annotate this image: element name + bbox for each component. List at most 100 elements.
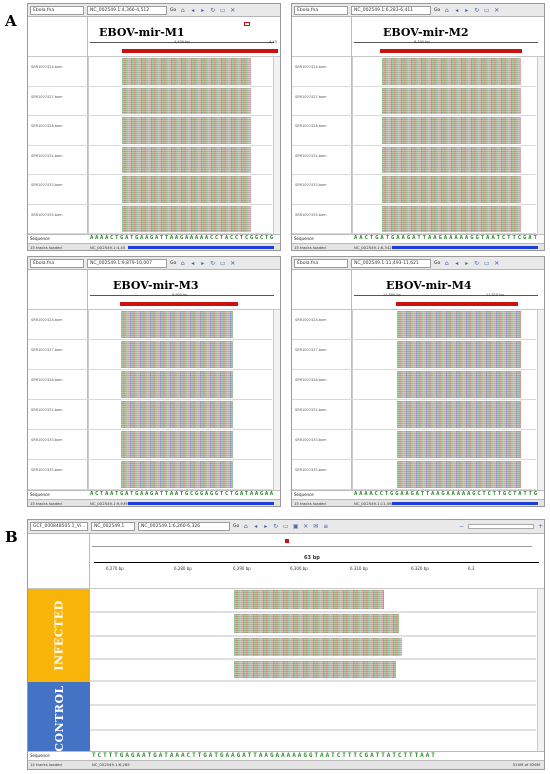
- vertical-scrollbar[interactable]: [537, 660, 544, 682]
- read-pileup: [234, 661, 396, 678]
- roi-icon[interactable]: ▭: [483, 259, 490, 267]
- sample-name: SRR1007435.bam: [295, 212, 327, 217]
- forward-icon[interactable]: ▸: [465, 6, 469, 14]
- locus-input[interactable]: NC_002549.1:4,366-4,512: [87, 5, 167, 15]
- close-icon[interactable]: ✕: [230, 6, 236, 14]
- vertical-scrollbar[interactable]: [273, 310, 280, 490]
- sample-name: SRR1007433.bam: [31, 183, 63, 188]
- alignment-track: [90, 637, 544, 660]
- home-icon[interactable]: ⌂: [444, 259, 449, 267]
- forward-icon[interactable]: ▸: [201, 6, 205, 14]
- go-button[interactable]: Go: [434, 260, 441, 266]
- resize-icon[interactable]: ▣: [292, 523, 299, 530]
- comment-icon[interactable]: ✉: [313, 523, 319, 530]
- vertical-scrollbar[interactable]: [537, 57, 544, 234]
- genome-dropdown[interactable]: Ebola.fna: [294, 5, 348, 15]
- igv-window-mir-m1: Ebola.fna NC_002549.1:4,366-4,512 Go ⌂ ◂…: [27, 3, 281, 251]
- vertical-scrollbar[interactable]: [537, 682, 544, 706]
- ruler-axis: [354, 42, 538, 43]
- close-icon[interactable]: ✕: [303, 523, 309, 530]
- status-locus: NC_002549.1:4,45: [90, 245, 126, 250]
- refresh-icon[interactable]: ↻: [210, 6, 216, 14]
- forward-icon[interactable]: ▸: [465, 259, 469, 267]
- locus-input[interactable]: NC_002549.1:6,283-6,411: [351, 5, 431, 15]
- vertical-scrollbar[interactable]: [537, 310, 544, 490]
- read-pileup: [121, 341, 233, 368]
- chromosome-marker: [285, 539, 289, 543]
- zoom-slider[interactable]: [468, 524, 534, 529]
- refresh-icon[interactable]: ↻: [474, 6, 480, 14]
- split-icon[interactable]: ≡: [323, 523, 329, 530]
- home-icon[interactable]: ⌂: [444, 6, 449, 14]
- vertical-scrollbar[interactable]: [537, 613, 544, 637]
- vertical-scrollbar[interactable]: [273, 57, 280, 234]
- read-pileup: [121, 401, 233, 428]
- ruler-tick: 6,3: [468, 566, 475, 571]
- home-icon[interactable]: ⌂: [243, 523, 248, 530]
- read-pileup: [397, 371, 521, 398]
- read-pileup: [121, 371, 233, 398]
- status-tracks: 15 tracks loaded: [30, 501, 62, 506]
- refresh-icon[interactable]: ↻: [474, 259, 480, 267]
- back-icon[interactable]: ◂: [191, 259, 195, 267]
- vertical-scrollbar[interactable]: [537, 637, 544, 660]
- genome-dropdown[interactable]: Ebola.fna: [30, 258, 84, 268]
- back-icon[interactable]: ◂: [455, 259, 459, 267]
- genome-dropdown[interactable]: Ebola.fna: [294, 258, 348, 268]
- zoom-out-icon[interactable]: −: [458, 523, 465, 530]
- ruler-tick: 6,280 bp: [174, 566, 192, 571]
- status-memory: 510M of 926M: [512, 762, 540, 767]
- go-button[interactable]: Go: [233, 524, 240, 529]
- close-icon[interactable]: ✕: [494, 6, 500, 14]
- locus-input[interactable]: NC_002549.1:11,493-11,621: [351, 258, 431, 268]
- vertical-scrollbar[interactable]: [537, 706, 544, 731]
- sequence-label: Sequence: [30, 236, 50, 241]
- back-icon[interactable]: ◂: [455, 6, 459, 14]
- home-icon[interactable]: ⌂: [180, 259, 185, 267]
- sample-name: SRR1007431.bam: [31, 153, 63, 158]
- go-button[interactable]: Go: [170, 7, 177, 13]
- close-icon[interactable]: ✕: [230, 259, 236, 267]
- sequence-label: Sequence: [30, 492, 50, 497]
- sample-name: SRR1007435.bam: [31, 212, 63, 217]
- home-icon[interactable]: ⌂: [180, 6, 185, 14]
- read-pileup: [122, 87, 251, 114]
- sample-name: SRR1007424.bam: [295, 65, 327, 70]
- alignment-track: SRR1007433.bam: [292, 430, 536, 460]
- panel-b-label: B: [5, 528, 18, 546]
- status-bar: 15 tracks loaded NC_002549.1:11,560: [292, 499, 544, 506]
- refresh-icon[interactable]: ↻: [273, 523, 279, 530]
- status-tracks: 14 tracks loaded: [30, 762, 62, 767]
- roi-icon[interactable]: ▭: [282, 523, 289, 530]
- read-pileup: [122, 58, 251, 85]
- go-button[interactable]: Go: [170, 260, 177, 266]
- close-icon[interactable]: ✕: [494, 259, 500, 267]
- igv-window-panel-b: GCF_000848505.1_Vi... NC_002549.1 NC_002…: [27, 519, 545, 770]
- genome-dropdown[interactable]: GCF_000848505.1_Vi...: [30, 522, 88, 531]
- reference-sequence: AAAACCTGGAAGATTAAGAAAAAGCTCTTGCTATTG: [354, 491, 539, 497]
- zoom-in-icon[interactable]: +: [537, 523, 544, 530]
- vertical-scrollbar[interactable]: [537, 731, 544, 754]
- genome-dropdown[interactable]: Ebola.fna: [30, 5, 84, 15]
- read-pileup: [121, 461, 233, 488]
- chromosome-dropdown[interactable]: NC_002549.1: [91, 522, 135, 531]
- reference-bar: [128, 246, 274, 249]
- back-icon[interactable]: ◂: [254, 523, 258, 530]
- roi-icon[interactable]: ▭: [219, 259, 226, 267]
- sample-name: SRR1007427.bam: [295, 94, 327, 99]
- alignment-track: SRR1007424.bam: [28, 310, 272, 340]
- vertical-scrollbar[interactable]: [537, 589, 544, 613]
- refresh-icon[interactable]: ↻: [210, 259, 216, 267]
- go-button[interactable]: Go: [434, 7, 441, 13]
- locus-input[interactable]: NC_002549.1:6,260-6,326: [138, 522, 230, 531]
- alignment-track: SRR1007431.bam: [292, 145, 536, 175]
- forward-icon[interactable]: ▸: [264, 523, 268, 530]
- forward-icon[interactable]: ▸: [201, 259, 205, 267]
- locus-input[interactable]: NC_002549.1:9,879-10,007: [87, 258, 167, 268]
- read-pileup: [234, 614, 399, 633]
- back-icon[interactable]: ◂: [191, 6, 195, 14]
- roi-icon[interactable]: ▭: [483, 6, 490, 14]
- alignment-track: [90, 613, 544, 637]
- roi-icon[interactable]: ▭: [219, 6, 226, 14]
- group-infected: INFECTED: [28, 589, 90, 682]
